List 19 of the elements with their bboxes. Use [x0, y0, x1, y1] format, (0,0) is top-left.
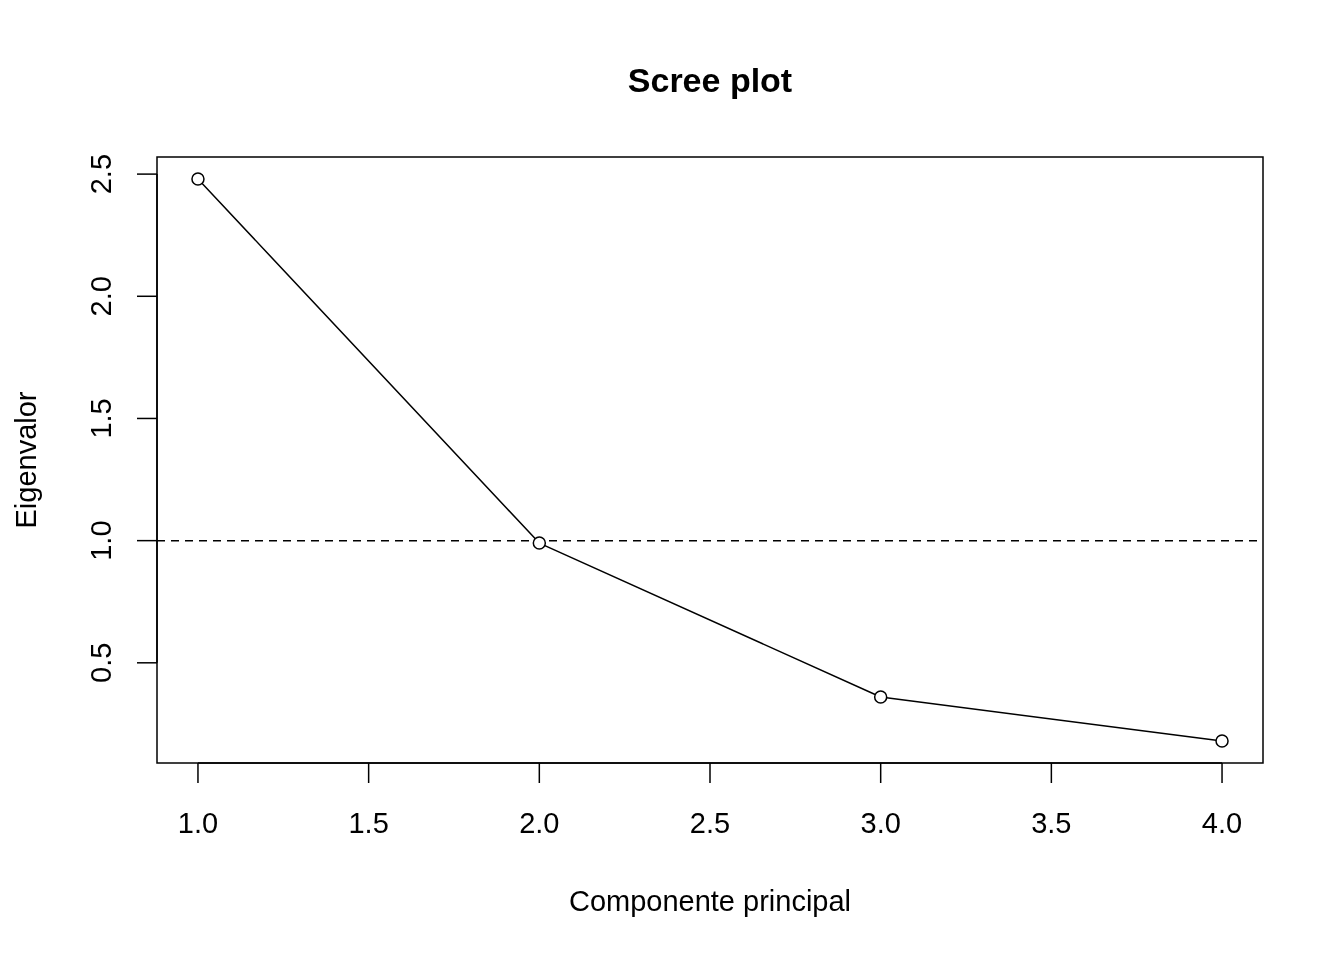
- point: [1215, 734, 1229, 748]
- y-tick-label: 2.0: [85, 276, 117, 317]
- point: [532, 536, 547, 550]
- point: [191, 172, 205, 186]
- x-axis-title: Componente principal: [568, 885, 852, 917]
- x-tick-label: 2.5: [689, 807, 731, 839]
- x-tick-label: 2.0: [519, 807, 560, 839]
- x-tick-label: 3.5: [1031, 807, 1072, 839]
- x-tick-label: 1.5: [348, 807, 389, 839]
- y-tick-label: 1.0: [85, 520, 117, 561]
- point: [873, 690, 888, 704]
- y-axis-title: Eigenvalor: [10, 391, 42, 529]
- y-tick-label: 1.5: [85, 398, 117, 439]
- chart-title: Scree plot: [627, 61, 793, 99]
- y-tick-label: 2.5: [85, 153, 117, 195]
- y-tick-label: 0.5: [85, 642, 117, 683]
- x-tick-label: 1.0: [177, 807, 219, 839]
- x-tick-label: 4.0: [1201, 807, 1243, 839]
- x-tick-label: 3.0: [860, 807, 901, 839]
